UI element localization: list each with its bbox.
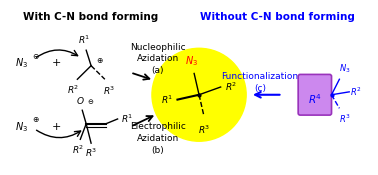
Text: $R^2$: $R^2$ [72, 143, 85, 156]
FancyBboxPatch shape [298, 74, 332, 115]
Text: $R^3$: $R^3$ [198, 124, 210, 136]
Text: $\ominus$: $\ominus$ [87, 97, 94, 106]
Text: $R^3$: $R^3$ [339, 112, 351, 125]
Text: $R^2$: $R^2$ [225, 81, 237, 93]
Text: $\ominus$: $\ominus$ [32, 51, 40, 61]
Text: $R^3$: $R^3$ [102, 85, 115, 97]
Text: +: + [52, 58, 62, 68]
Text: $R^1$: $R^1$ [121, 113, 133, 125]
Text: Electrophilic
Azidation
(b): Electrophilic Azidation (b) [130, 122, 186, 155]
Text: $R^2$: $R^2$ [67, 83, 80, 96]
Text: With C-N bond forming: With C-N bond forming [23, 12, 159, 22]
Text: +: + [52, 122, 62, 132]
Text: $\oplus$: $\oplus$ [96, 56, 104, 65]
Text: $N_3$: $N_3$ [15, 56, 28, 70]
Ellipse shape [152, 48, 246, 141]
Text: $R^1$: $R^1$ [78, 34, 90, 46]
Text: $N_3$: $N_3$ [339, 63, 351, 75]
Text: Without C-N bond forming: Without C-N bond forming [200, 12, 355, 22]
Text: $\oplus$: $\oplus$ [32, 116, 40, 124]
Text: $R^3$: $R^3$ [85, 147, 97, 159]
Text: $R^4$: $R^4$ [308, 92, 322, 106]
Text: $R^1$: $R^1$ [161, 93, 174, 106]
Text: Nucleophilic
Azidation
(a): Nucleophilic Azidation (a) [130, 43, 186, 75]
Text: $R^2$: $R^2$ [350, 86, 362, 98]
Text: $N_3$: $N_3$ [15, 120, 28, 134]
Text: Functionalization
(c): Functionalization (c) [222, 72, 299, 93]
Text: $N_3$: $N_3$ [185, 54, 198, 68]
Text: $O$: $O$ [76, 95, 85, 106]
